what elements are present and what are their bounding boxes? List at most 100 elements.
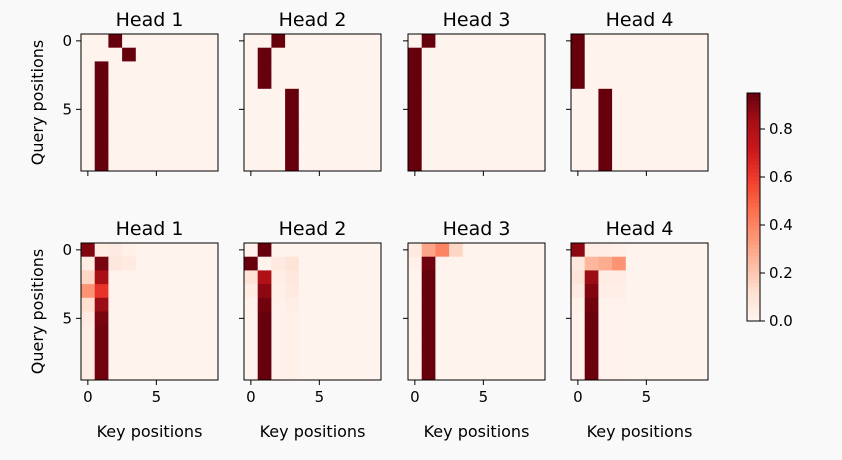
heatmap-cell [571, 243, 586, 258]
heatmap-cell [435, 47, 450, 62]
heatmap-cell [135, 297, 150, 312]
heatmap-cell [81, 34, 96, 49]
heatmap-cell [625, 311, 640, 326]
colorbar-tick-label: 0.2 [769, 264, 793, 282]
heatmap-cell [339, 311, 354, 326]
heatmap-cell [449, 143, 464, 158]
heatmap-cell [653, 243, 668, 258]
heatmap-cell [625, 243, 640, 258]
heatmap-cell [204, 129, 219, 144]
heatmap-cell [490, 61, 505, 76]
heatmap-cell [312, 61, 327, 76]
heatmap-cell [339, 243, 354, 258]
heatmap-cell [625, 297, 640, 312]
heatmap-cell [680, 270, 695, 285]
x-tick-label: 5 [152, 388, 162, 406]
colorbar-segment [747, 260, 760, 265]
heatmap-cell [367, 116, 382, 131]
heatmap-cell [531, 34, 546, 49]
heatmap-cell [81, 157, 96, 172]
heatmap-cell [653, 270, 668, 285]
heatmap-cell [149, 143, 164, 158]
heatmap-cell [408, 243, 423, 258]
heatmap-cell [612, 284, 627, 299]
heatmap-cell [639, 88, 654, 103]
heatmap-cell [285, 61, 300, 76]
heatmap-cell [176, 102, 191, 117]
heatmap-cell [271, 157, 286, 172]
heatmap-cell [571, 311, 586, 326]
heatmap-cell [339, 325, 354, 340]
heatmap-cell [367, 270, 382, 285]
heatmap-cell [449, 61, 464, 76]
heatmap-cell [298, 75, 313, 90]
heatmap-cell [122, 366, 137, 381]
x-axis-label: Key positions [587, 422, 693, 441]
heatmap-cell [462, 61, 477, 76]
heatmap-cell [122, 61, 137, 76]
heatmap-cell [353, 284, 368, 299]
heatmap-cell [312, 243, 327, 258]
heatmap-cell [285, 338, 300, 353]
heatmap-cell [421, 143, 436, 158]
heatmap-cell [449, 102, 464, 117]
heatmap-cell [122, 243, 137, 258]
heatmap-cell [81, 297, 96, 312]
heatmap-cell [639, 143, 654, 158]
heatmap-cell [408, 366, 423, 381]
heatmap-cell [257, 256, 272, 271]
colorbar-segment [747, 146, 760, 151]
colorbar-segment [747, 313, 760, 318]
heatmap-cell [257, 297, 272, 312]
heatmap-cell [176, 143, 191, 158]
heatmap-cell [149, 47, 164, 62]
heatmap-cell [353, 325, 368, 340]
heatmap-cell [81, 256, 96, 271]
heatmap-cell [653, 75, 668, 90]
heatmap-cell [190, 129, 205, 144]
heatmap-cell [271, 297, 286, 312]
heatmap-cell [135, 129, 150, 144]
heatmap-cell [571, 75, 586, 90]
heatmap-cell [257, 61, 272, 76]
heatmap-cell [421, 270, 436, 285]
heatmap-cell [298, 102, 313, 117]
heatmap-cell [653, 338, 668, 353]
heatmap-cell [517, 47, 532, 62]
heatmap-cell [449, 243, 464, 258]
heatmap-cell [122, 297, 137, 312]
heatmap-cell [190, 352, 205, 367]
heatmap-cell [421, 75, 436, 90]
heatmap-cell [176, 116, 191, 131]
heatmap-cell [122, 88, 137, 103]
heatmap-cell [584, 270, 599, 285]
heatmap-cell [108, 34, 123, 49]
heatmap-cell [680, 75, 695, 90]
heatmap-cell [490, 366, 505, 381]
colorbar-segment [747, 123, 760, 128]
heatmap-cell [204, 256, 219, 271]
heatmap-cell [190, 47, 205, 62]
heatmap-cell [190, 61, 205, 76]
heatmap-cell [625, 129, 640, 144]
heatmap-cell [271, 284, 286, 299]
heatmap-cell [81, 270, 96, 285]
heatmap-cell [326, 47, 341, 62]
heatmap-cell [135, 61, 150, 76]
heatmap-cell [612, 129, 627, 144]
heatmap-cell [163, 116, 178, 131]
heatmap-cell [625, 284, 640, 299]
heatmap-cell [598, 75, 613, 90]
heatmap-cell [639, 338, 654, 353]
heatmap-cell [653, 47, 668, 62]
heatmap-cell [476, 366, 491, 381]
heatmap-cell [666, 270, 681, 285]
heatmap-cell [421, 325, 436, 340]
heatmap-cell [176, 61, 191, 76]
heatmap-cell [94, 34, 109, 49]
colorbar-segment [747, 283, 760, 288]
heatmap-cell [285, 325, 300, 340]
heatmap-cell [298, 352, 313, 367]
heatmap-cell [163, 129, 178, 144]
heatmap-cell [353, 256, 368, 271]
